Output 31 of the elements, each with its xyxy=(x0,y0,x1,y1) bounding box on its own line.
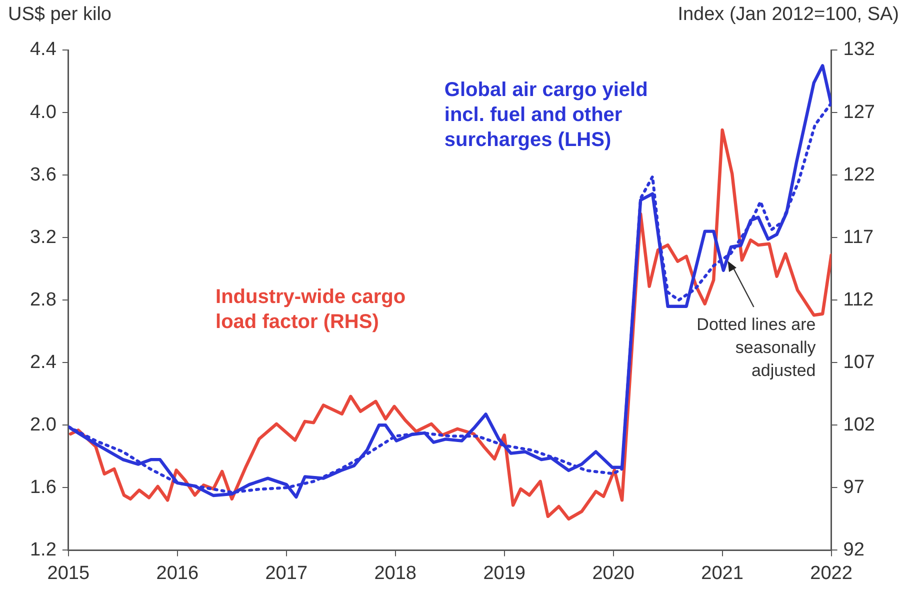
text: Global air cargo yield incl. fuel and other surcharges (LHS) xyxy=(444,78,649,154)
y2-tick-label: 127 xyxy=(843,102,875,123)
y-tick-label: 4.0 xyxy=(30,102,56,123)
annotation: Dotted lines are seasonally adjusted xyxy=(696,314,816,382)
y2-tick-label: 117 xyxy=(843,226,874,248)
y-tick-label: 1.2 xyxy=(30,539,56,560)
y2-tick-label: 112 xyxy=(843,289,874,310)
y2-tick-label: 132 xyxy=(843,39,875,60)
y2-tick-label: 122 xyxy=(843,164,875,186)
x-tick-label: 2019 xyxy=(483,562,526,584)
y2-tick-label: 92 xyxy=(843,539,864,560)
x-tick-label: 2017 xyxy=(265,562,308,584)
x-tick-label: 2015 xyxy=(47,562,90,584)
y2-axis-title: Index (Jan 2012=100, SA) xyxy=(678,4,899,26)
text: Industry-wide cargo load factor (RHS) xyxy=(216,285,407,336)
x-tick-label: 2022 xyxy=(810,562,852,584)
y-tick-label: 2.4 xyxy=(30,352,57,373)
y-tick-label: 2.0 xyxy=(30,414,56,436)
y2-tick-label: 102 xyxy=(843,414,875,436)
y-tick-label: 4.4 xyxy=(30,39,57,60)
y2-tick-label: 97 xyxy=(843,476,864,498)
y-tick-label: 3.6 xyxy=(30,164,56,186)
x-tick-label: 2018 xyxy=(374,562,417,584)
x-tick-label: 2021 xyxy=(701,562,744,584)
y-tick-label: 2.8 xyxy=(30,289,56,310)
y-axis-title: US$ per kilo xyxy=(8,4,112,26)
y2-tick-label: 107 xyxy=(843,352,875,373)
y-tick-label: 3.2 xyxy=(30,226,56,248)
x-tick-label: 2016 xyxy=(156,562,199,584)
y-tick-label: 1.6 xyxy=(30,476,56,498)
x-tick-label: 2020 xyxy=(592,562,634,584)
